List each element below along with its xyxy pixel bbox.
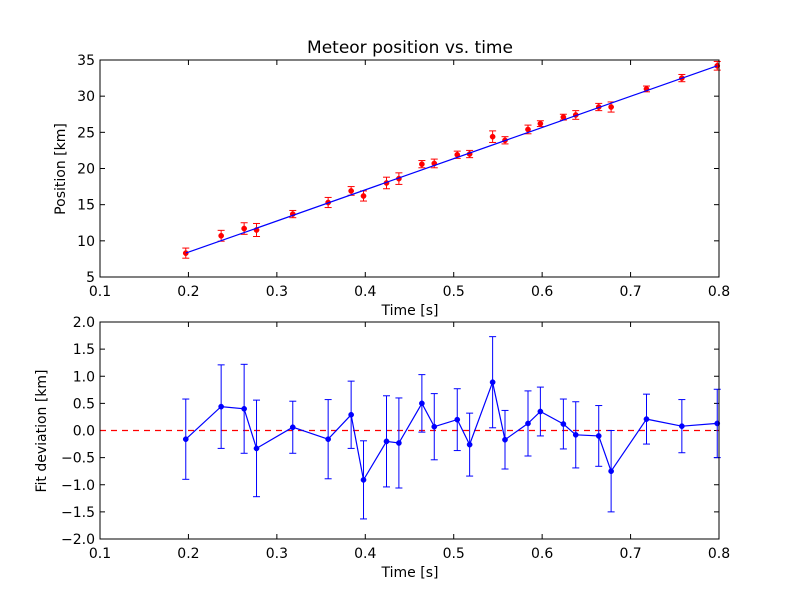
axes-frame — [99, 59, 720, 278]
deviation-point — [396, 440, 402, 446]
deviation-point — [502, 436, 508, 443]
data-point — [348, 188, 354, 194]
deviation-point — [572, 431, 579, 438]
y-tick-label: 35 — [77, 53, 95, 69]
y-axis-label: Fit deviation [km] — [34, 369, 50, 492]
x-tick-label: 0.8 — [708, 546, 730, 562]
y-tick-label: 25 — [77, 125, 95, 141]
data-point — [360, 193, 367, 199]
x-tick-label: 0.1 — [89, 284, 111, 300]
x-tick-label: 0.1 — [89, 546, 111, 562]
deviation-point — [289, 424, 296, 431]
y-tick-label: 0.0 — [73, 424, 95, 440]
deviation-point — [595, 433, 602, 439]
deviation-point — [182, 436, 189, 443]
chart-title: Meteor position vs. time — [307, 38, 513, 58]
data-point — [241, 225, 247, 232]
y-tick-label: 10 — [77, 234, 95, 250]
x-tick-label: 0.3 — [266, 284, 288, 300]
fit-line — [185, 65, 718, 254]
deviation-point — [419, 400, 425, 407]
x-tick-label: 0.7 — [619, 546, 641, 562]
y-tick-label: 15 — [77, 198, 95, 214]
data-point — [489, 133, 496, 140]
deviation-point — [679, 423, 685, 430]
deviation-point — [489, 379, 496, 386]
deviation-point — [325, 436, 331, 443]
y-axis-label: Position [km] — [53, 123, 69, 215]
y-tick-label: 5 — [86, 270, 95, 286]
deviation-point — [253, 445, 260, 452]
x-tick-label: 0.7 — [619, 284, 641, 300]
deviation-point — [431, 423, 438, 430]
axes-frame — [99, 321, 720, 540]
data-point — [182, 250, 189, 256]
deviation-point — [608, 468, 614, 475]
deviation-point — [537, 408, 544, 415]
deviation-point — [560, 421, 567, 427]
y-tick-label: −1.0 — [61, 478, 95, 494]
y-tick-label: 2.0 — [73, 315, 95, 331]
data-point — [608, 104, 614, 110]
deviation-point — [643, 416, 650, 422]
x-tick-label: 0.6 — [531, 284, 553, 300]
x-tick-label: 0.4 — [354, 284, 376, 300]
y-tick-label: −1.5 — [61, 505, 95, 521]
y-tick-label: 30 — [77, 89, 95, 105]
deviation-point — [454, 416, 461, 423]
deviation-point — [383, 438, 390, 445]
y-tick-label: 0.5 — [73, 396, 95, 412]
x-tick-label: 0.3 — [266, 546, 288, 562]
deviation-point — [218, 403, 224, 410]
deviation-panel: Time [s] Fit deviation [km] 0.1 0.2 0.3 0.4… — [34, 315, 730, 581]
data-point — [419, 161, 425, 168]
deviation-point — [348, 411, 354, 418]
x-tick-label: 0.2 — [177, 284, 199, 300]
position-panel: Meteor position vs. time Time [s] Positi… — [53, 38, 730, 319]
deviation-point — [360, 477, 367, 483]
data-point — [218, 232, 224, 239]
data-point — [537, 120, 544, 127]
x-tick-label: 0.2 — [177, 546, 199, 562]
y-tick-label: −0.5 — [61, 451, 95, 467]
deviation-point — [241, 405, 247, 412]
x-tick-label: 0.8 — [708, 284, 730, 300]
x-tick-label: 0.6 — [531, 546, 553, 562]
x-axis-label: Time [s] — [381, 303, 439, 319]
deviation-point — [466, 441, 473, 448]
y-tick-label: −2.0 — [61, 532, 95, 548]
y-tick-label: 1.0 — [73, 369, 95, 385]
x-tick-label: 0.5 — [443, 284, 465, 300]
y-tick-label: 1.5 — [73, 342, 95, 358]
y-tick-label: 20 — [77, 162, 95, 178]
x-tick-label: 0.4 — [354, 546, 376, 562]
deviation-point — [525, 420, 531, 427]
x-tick-label: 0.5 — [443, 546, 465, 562]
x-axis-label: Time [s] — [381, 565, 439, 581]
